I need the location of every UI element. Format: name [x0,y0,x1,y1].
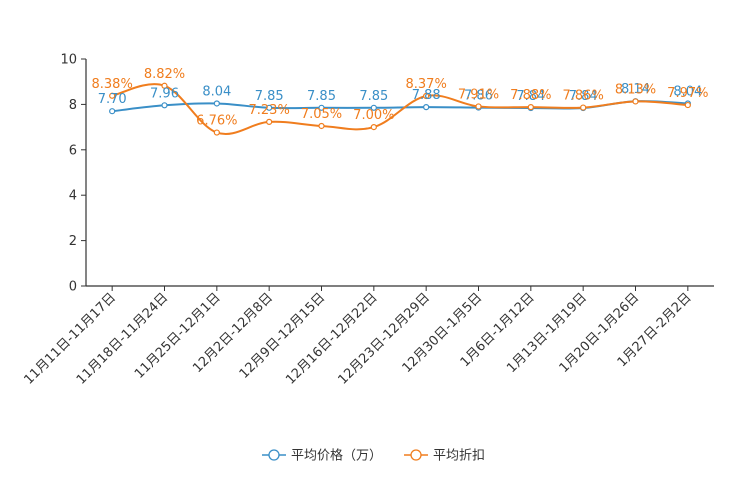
y-tick-label: 0 [69,280,77,295]
y-tick-label: 6 [69,143,77,158]
data-label: 7.91% [458,87,499,102]
data-label: 8.14 [621,82,650,97]
y-tick-label: 10 [60,53,77,68]
data-point[interactable] [109,92,116,99]
y-axis-ticks: 0 2 4 6 8 10 [60,53,86,295]
data-label: 7.23% [249,103,290,118]
data-point[interactable] [161,82,168,89]
data-label: 7.84 [516,89,545,104]
y-tick-label: 2 [69,234,77,249]
data-label: 7.00% [353,108,394,123]
data-label: 7.85 [255,89,284,104]
data-point[interactable] [213,100,220,107]
x-tick-label: 11月18日-11月24日 [74,290,171,387]
legend-label: 平均价格（万） [291,448,382,464]
data-label: 8.04 [673,84,702,99]
axes [85,59,714,287]
data-point[interactable] [318,122,325,130]
x-tick-label: 12月23日-12月29日 [336,290,433,387]
legend-swatch-marker [268,449,280,461]
data-point[interactable] [580,104,587,111]
legend-item-1[interactable]: 平均折扣 [404,449,485,464]
series-points [109,82,691,136]
data-point[interactable] [266,104,273,111]
data-label: 7.70 [98,92,127,107]
data-point[interactable] [213,129,220,136]
data-point[interactable] [684,101,691,109]
data-point[interactable] [266,118,273,125]
data-label: 7.85 [359,89,388,104]
y-tick-label: 8 [69,98,77,113]
x-tick-label: 12月16日-12月22日 [283,290,380,387]
data-point[interactable] [423,104,430,111]
data-label: 7.88% [510,88,551,103]
data-label: 8.38% [92,77,133,92]
data-label: 8.37% [406,77,447,92]
data-point[interactable] [632,98,639,105]
data-label: 7.97% [667,86,708,101]
data-point[interactable] [370,104,377,111]
data-label: 8.04 [202,84,231,99]
data-point[interactable] [109,108,116,115]
data-label: 6.76% [196,114,237,129]
legend-item-0[interactable]: 平均价格（万） [262,448,382,464]
legend-label: 平均折扣 [433,449,485,464]
data-label: 8.82% [144,67,185,82]
series-labels: 7.70 7.96 8.04 7.85 7.85 7.85 7.88 7.86 7.84 7.84… [92,67,709,129]
data-label: 7.86 [464,89,493,104]
data-point[interactable] [370,123,377,131]
x-axis-ticks: 11月11日-11月17日11月18日-11月24日11月25日-12月1日12… [22,286,695,388]
data-point[interactable] [318,104,325,111]
legend[interactable]: 平均价格（万） 平均折扣 [262,448,485,464]
data-label: 7.05% [301,107,342,122]
data-label: 7.96 [150,86,179,101]
data-label: 7.85 [307,89,336,104]
data-point[interactable] [423,92,430,100]
data-point[interactable] [475,103,482,110]
data-label: 7.84 [569,89,598,104]
data-point[interactable] [527,104,534,111]
data-point[interactable] [161,102,168,109]
data-label: 7.86% [563,89,604,104]
legend-swatch-marker [410,449,422,461]
y-tick-label: 4 [69,189,77,204]
data-label: 8.13% [615,82,656,97]
x-tick-label: 11月11日-11月17日 [22,290,119,387]
data-label: 7.88 [412,88,441,103]
